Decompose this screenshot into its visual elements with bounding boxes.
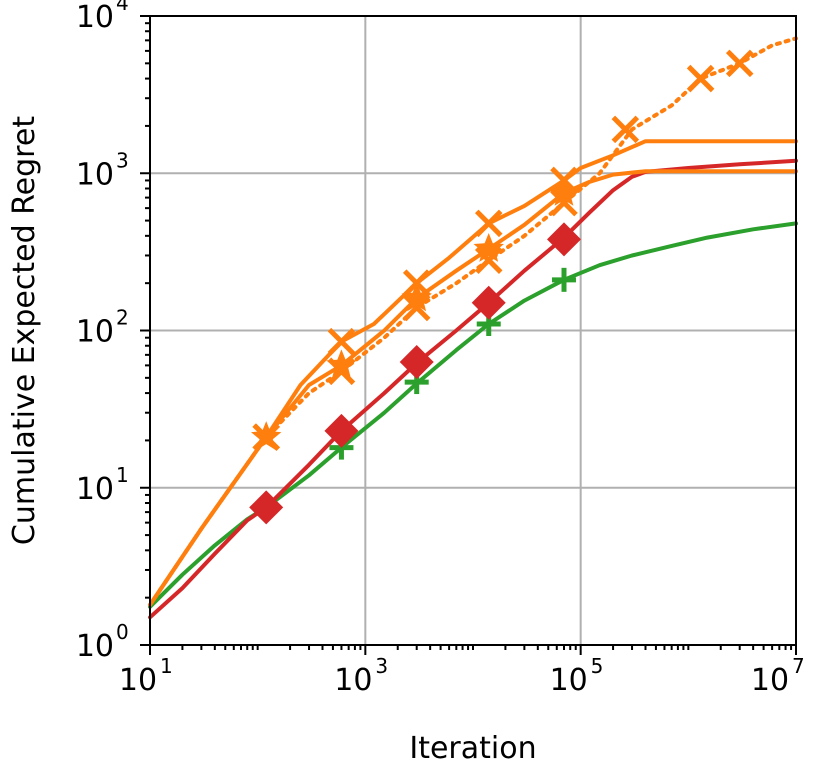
- marker-x-2-2: [402, 269, 431, 297]
- y-tick-base: 10: [76, 315, 114, 350]
- x-tick-label-0: 10 1: [119, 654, 173, 698]
- marker-diamond-1-4: [546, 222, 581, 257]
- marker-star-3-4: [548, 176, 580, 206]
- x-tick-base: 10: [751, 663, 789, 698]
- x-tick-label-1: 10 3: [334, 654, 388, 698]
- tick-marks: [140, 15, 797, 655]
- marker-x-4-4: [550, 188, 578, 217]
- x-tick-exponent: 5: [591, 654, 604, 678]
- marker-star-3-2: [401, 282, 432, 312]
- y-tick-exponent: 3: [116, 148, 129, 172]
- y-tick-label-2: 10 2: [76, 306, 129, 350]
- x-tick-label-3: 10 7: [751, 654, 805, 698]
- series-line-0: [148, 221, 798, 609]
- marker-x-4-5: [611, 115, 640, 144]
- x-tick-base: 10: [550, 663, 588, 698]
- marker-x-4-7: [725, 49, 754, 78]
- series-line-1: [148, 158, 798, 620]
- marker-x-4-1: [327, 357, 356, 386]
- x-tick-labels: 10 1 10 3 10 5 10 7: [119, 654, 805, 698]
- y-tick-base: 10: [76, 629, 114, 664]
- x-tick-exponent: 3: [375, 654, 388, 678]
- y-tick-label-4: 10 4: [76, 0, 129, 35]
- y-tick-base: 10: [76, 157, 114, 192]
- x-tick-exponent: 1: [160, 654, 173, 678]
- marker-star-3-3: [473, 233, 504, 262]
- marker-star-3-1: [326, 349, 357, 379]
- series-line-3: [148, 169, 798, 607]
- x-tick-base: 10: [119, 663, 157, 698]
- x-tick-base: 10: [334, 663, 372, 698]
- y-tick-exponent: 0: [116, 620, 129, 644]
- marker-x-2-3: [474, 209, 503, 238]
- y-tick-exponent: 1: [116, 463, 129, 487]
- marker-diamond-1-2: [399, 345, 434, 380]
- marker-x-2-1: [327, 327, 356, 356]
- marker-x-4-2: [402, 293, 431, 322]
- marker-x-4-0: [252, 423, 280, 451]
- series-markers: [249, 49, 754, 525]
- marker-x-4-6: [686, 64, 715, 93]
- series-lines: [148, 36, 798, 620]
- grid: [149, 15, 797, 646]
- series-line-4: [148, 36, 798, 607]
- y-tick-exponent: 4: [116, 0, 129, 15]
- y-tick-label-1: 10 1: [76, 463, 129, 507]
- y-tick-label-0: 10 0: [76, 620, 129, 664]
- marker-diamond-1-0: [249, 490, 284, 525]
- y-tick-base: 10: [76, 0, 114, 35]
- x-tick-label-2: 10 5: [550, 654, 604, 698]
- y-tick-exponent: 2: [116, 306, 129, 330]
- marker-plus-0-4: [551, 267, 576, 292]
- y-tick-base: 10: [76, 472, 114, 507]
- marker-diamond-1-3: [471, 285, 506, 320]
- y-axis-label: Cumulative Expected Regret: [7, 116, 42, 545]
- marker-x-4-3: [474, 246, 503, 274]
- x-tick-exponent: 7: [792, 654, 805, 678]
- y-tick-label-3: 10 3: [76, 148, 129, 192]
- marker-x-2-4: [550, 166, 578, 195]
- series-line-2: [148, 139, 798, 607]
- x-axis-label: Iteration: [409, 731, 536, 766]
- marker-diamond-1-1: [324, 413, 359, 448]
